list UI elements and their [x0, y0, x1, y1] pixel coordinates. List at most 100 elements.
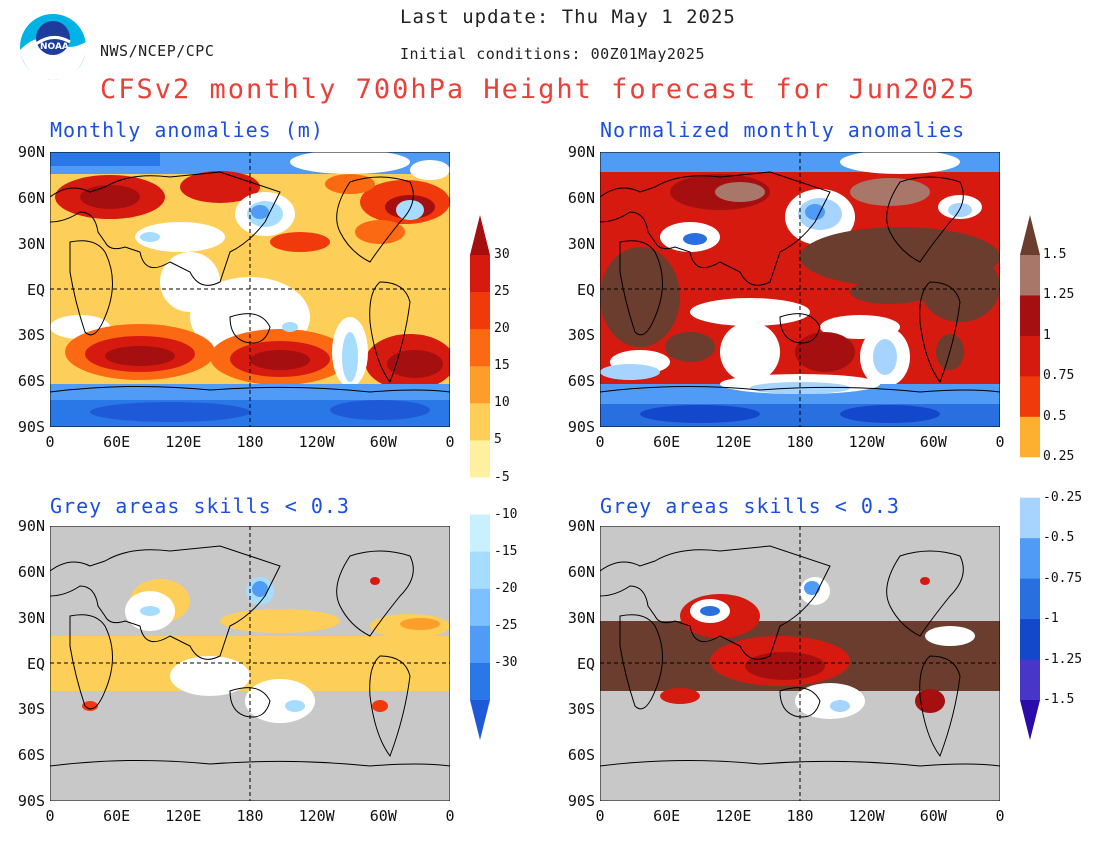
lat-label: 60S: [17, 372, 45, 391]
lon-label: 0: [45, 433, 55, 451]
colorbar-normalized: [1020, 215, 1040, 740]
map-panel-normalized-skill: [600, 526, 1000, 801]
colorbar-swatch: [1020, 700, 1040, 740]
last-update: Last update: Thu May 1 2025: [400, 6, 736, 28]
colorbar-label: 15: [494, 358, 510, 374]
lon-label: 60W: [919, 807, 947, 825]
colorbar-label: 1.5: [1043, 247, 1067, 262]
colorbar-label: 0.25: [1043, 449, 1075, 465]
colorbar-swatch: [470, 215, 490, 255]
lat-label: 60N: [17, 562, 45, 581]
lon-label: 120W: [298, 433, 335, 451]
colorbar-swatch: [1020, 255, 1040, 296]
lat-label: 90N: [17, 517, 45, 535]
lon-label: 120W: [848, 433, 885, 451]
colorbar-swatch: [1020, 578, 1040, 620]
colorbar-label: 30: [494, 247, 510, 262]
lon-label: 120E: [165, 433, 202, 451]
lon-label: 0: [45, 807, 55, 825]
panel-title-1: Monthly anomalies (m): [50, 118, 324, 142]
lat-label: 90S: [17, 792, 45, 810]
colorbar-label: 1: [1043, 327, 1051, 343]
map-panel-anomalies-skill: [50, 526, 450, 801]
colorbar-swatch: [1020, 376, 1040, 418]
colorbar-label: -10: [494, 506, 518, 522]
colorbar-label: -1.25: [1043, 651, 1083, 667]
lat-label: EQ: [576, 654, 595, 673]
colorbar-label: -25: [494, 617, 518, 633]
colorbar-label: -1.5: [1043, 692, 1075, 707]
colorbar-swatch: [470, 329, 490, 367]
colorbar-swatch: [470, 477, 490, 516]
colorbar-label: -0.25: [1043, 489, 1083, 505]
lat-label: 30S: [17, 700, 45, 719]
panel-title-4: Grey areas skills < 0.3: [600, 494, 900, 518]
lon-label: 60E: [103, 433, 131, 451]
lat-label: 90S: [567, 418, 595, 436]
lon-label: 120E: [165, 807, 202, 825]
colorbar-swatch: [1020, 538, 1040, 580]
lon-label: 0: [595, 433, 605, 451]
colorbar-swatch: [470, 588, 490, 627]
colorbar-label: 5: [494, 432, 502, 448]
lat-label: 60S: [567, 746, 595, 765]
colorbar-label: -5: [494, 469, 510, 485]
org-label: NWS/NCEP/CPC: [100, 42, 215, 60]
lon-label: 0: [445, 433, 455, 451]
lat-label: 90N: [567, 517, 595, 535]
colorbar-label: -30: [494, 654, 518, 670]
map-panel-normalized: [600, 152, 1000, 427]
lat-label: 90S: [17, 418, 45, 436]
page-title: CFSv2 monthly 700hPa Height forecast for…: [100, 74, 977, 105]
noaa-logo: NOAA: [18, 12, 88, 82]
lat-label: EQ: [26, 654, 45, 673]
colorbar-swatch: [470, 625, 490, 664]
colorbar-swatch: [1020, 416, 1040, 458]
lat-label: 30N: [17, 234, 45, 253]
colorbar-label: 0.5: [1043, 408, 1067, 424]
lat-label: EQ: [26, 280, 45, 299]
colorbar-anomalies: [470, 215, 490, 740]
colorbar-label: -15: [494, 543, 518, 559]
colorbar-swatch: [470, 514, 490, 553]
panel-title-3: Grey areas skills < 0.3: [50, 494, 350, 518]
lon-label: 60E: [103, 807, 131, 825]
lon-label: 60E: [653, 433, 681, 451]
colorbar-label: 1.25: [1043, 287, 1075, 303]
initial-conditions: Initial conditions: 00Z01May2025: [400, 45, 705, 63]
lon-label: 60W: [919, 433, 947, 451]
colorbar-swatch: [470, 292, 490, 330]
colorbar-label: 10: [494, 395, 510, 411]
lat-label: 30S: [567, 700, 595, 719]
colorbar-swatch: [470, 551, 490, 590]
map-panel-anomalies: [50, 152, 450, 427]
colorbar-swatch: [470, 255, 490, 293]
colorbar-label: -0.75: [1043, 570, 1083, 586]
lon-label: 60W: [369, 433, 397, 451]
lat-label: 90S: [567, 792, 595, 810]
lat-label: 60N: [567, 188, 595, 207]
colorbar-swatch: [1020, 497, 1040, 539]
noaa-logo-icon: [20, 14, 86, 80]
colorbar-swatch: [470, 403, 490, 441]
lat-label: 90N: [567, 143, 595, 161]
lon-label: 120E: [715, 807, 752, 825]
lon-label: 180: [236, 807, 264, 825]
lat-label: 30N: [17, 608, 45, 627]
lat-label: 30S: [17, 326, 45, 345]
colorbar-swatch: [1020, 457, 1040, 499]
colorbar-label: 0.75: [1043, 368, 1075, 384]
lon-label: 120W: [298, 807, 335, 825]
panel-title-2: Normalized monthly anomalies: [600, 118, 966, 142]
colorbar-swatch: [1020, 335, 1040, 377]
colorbar-swatch: [470, 662, 490, 701]
colorbar-label: -0.5: [1043, 530, 1075, 546]
colorbar-swatch: [1020, 619, 1040, 661]
colorbar-label: 25: [494, 284, 510, 300]
colorbar-label: -1: [1043, 611, 1059, 627]
lon-label: 0: [595, 807, 605, 825]
lon-label: 0: [445, 807, 455, 825]
lat-label: 30N: [567, 608, 595, 627]
colorbar-swatch: [470, 700, 490, 740]
lon-label: 180: [786, 807, 814, 825]
